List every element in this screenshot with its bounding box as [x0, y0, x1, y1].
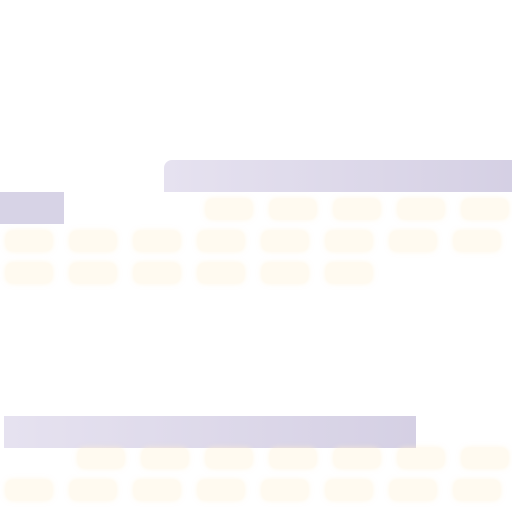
band-top: [164, 160, 512, 192]
cell-upper-r2-c7: [390, 231, 436, 251]
cell-upper-r3-c2: [70, 263, 116, 283]
cell-lower-r2-c8: [454, 480, 500, 500]
cell-upper-r2-c2: [70, 231, 116, 251]
band-left-tab: [0, 192, 64, 224]
band-bottom: [4, 416, 416, 448]
cell-lower-r2-c7: [390, 480, 436, 500]
cell-upper-r2-c1: [6, 231, 52, 251]
cell-lower-r1-c4: [270, 448, 316, 468]
cell-upper-r3-c6: [326, 263, 372, 283]
cell-lower-r2-c2: [70, 480, 116, 500]
cell-lower-r1-c5: [334, 448, 380, 468]
cell-upper-r3-c4: [198, 263, 244, 283]
cell-upper-r2-c3: [134, 231, 180, 251]
cell-lower-r1-c1: [78, 448, 124, 468]
cell-upper-r1-c2: [270, 199, 316, 219]
cell-upper-r2-c4: [198, 231, 244, 251]
cell-lower-r1-c2: [142, 448, 188, 468]
cell-upper-r2-c6: [326, 231, 372, 251]
cell-upper-r1-c1: [206, 199, 252, 219]
cell-lower-r1-c3: [206, 448, 252, 468]
cell-upper-r3-c1: [6, 263, 52, 283]
cell-upper-r1-c5: [462, 199, 508, 219]
cell-lower-r2-c5: [262, 480, 308, 500]
cell-lower-r2-c1: [6, 480, 52, 500]
cell-lower-r2-c4: [198, 480, 244, 500]
cell-upper-r2-c8: [454, 231, 500, 251]
cell-upper-r3-c5: [262, 263, 308, 283]
cell-lower-r2-c3: [134, 480, 180, 500]
cell-lower-r1-c7: [462, 448, 508, 468]
cell-upper-r2-c5: [262, 231, 308, 251]
cell-upper-r3-c3: [134, 263, 180, 283]
cell-lower-r2-c6: [326, 480, 372, 500]
cell-lower-r1-c6: [398, 448, 444, 468]
cell-upper-r1-c3: [334, 199, 380, 219]
cell-upper-r1-c4: [398, 199, 444, 219]
